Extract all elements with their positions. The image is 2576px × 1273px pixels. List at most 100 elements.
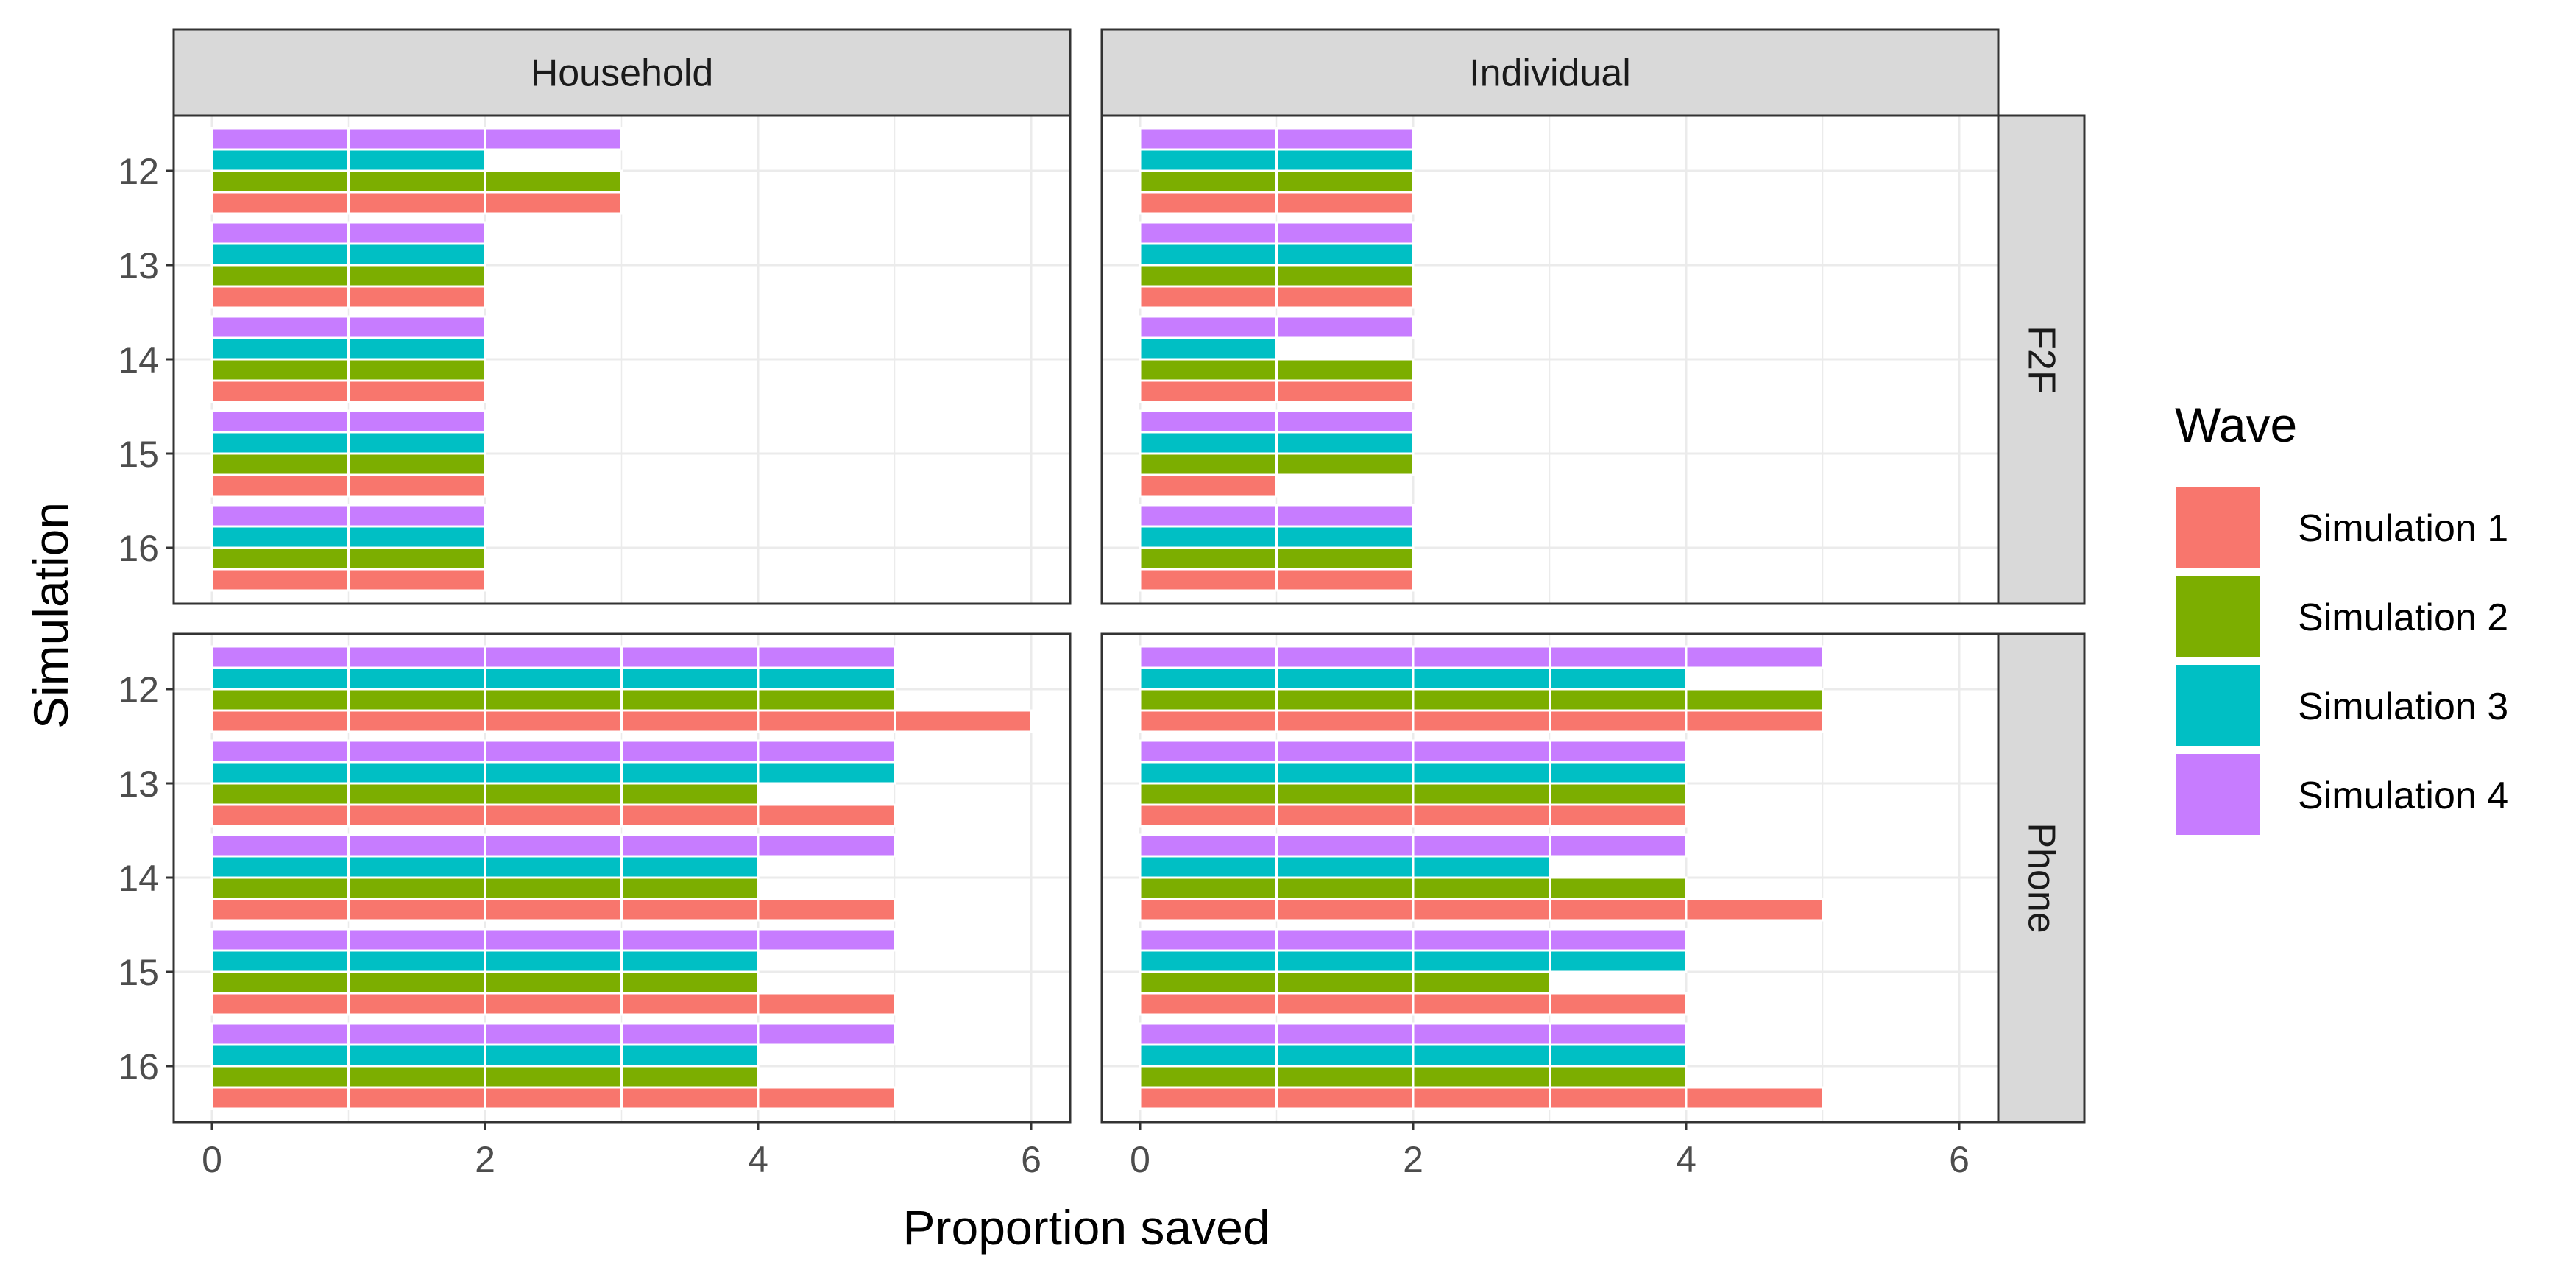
bar-simulation-2-16 xyxy=(1139,1065,1278,1089)
bar-simulation-4-12 xyxy=(210,127,350,151)
x-tick-label: 0 xyxy=(202,1139,222,1180)
bar-simulation-4-13 xyxy=(1139,221,1278,245)
bar-simulation-1-13 xyxy=(620,803,760,828)
bar-simulation-1-13 xyxy=(210,285,350,309)
bar-simulation-1-14 xyxy=(484,898,623,922)
bar-simulation-3-13 xyxy=(1275,761,1415,785)
bar-simulation-3-13 xyxy=(1275,242,1415,267)
bar-simulation-3-16 xyxy=(1139,525,1278,549)
bar-simulation-2-14 xyxy=(1549,876,1688,900)
bar-simulation-4-12 xyxy=(757,645,896,669)
bar-simulation-2-13 xyxy=(210,782,350,806)
bar-simulation-4-13 xyxy=(210,221,350,245)
bar-simulation-3-12 xyxy=(1275,666,1415,691)
bar-simulation-3-12 xyxy=(1412,666,1551,691)
bar-simulation-3-13 xyxy=(1412,761,1551,785)
bar-simulation-4-12 xyxy=(620,645,760,669)
bar-simulation-2-14 xyxy=(347,876,486,900)
bar-simulation-2-13 xyxy=(210,264,350,288)
bar-simulation-4-14 xyxy=(347,315,486,339)
bar-simulation-4-12 xyxy=(1549,645,1688,669)
bar-simulation-2-15 xyxy=(347,970,486,995)
legend-title: Wave xyxy=(2175,398,2297,452)
bar-simulation-3-14 xyxy=(347,855,486,879)
bar-simulation-3-15 xyxy=(620,949,760,973)
bar-simulation-2-15 xyxy=(484,970,623,995)
bar-simulation-4-15 xyxy=(210,409,350,434)
bar-simulation-4-15 xyxy=(347,409,486,434)
bar-simulation-2-16 xyxy=(620,1065,760,1089)
bar-simulation-1-16 xyxy=(484,1086,623,1110)
bar-simulation-1-14 xyxy=(1139,379,1278,403)
bar-simulation-1-12 xyxy=(1685,709,1824,733)
bar-simulation-1-12 xyxy=(484,191,623,215)
row-strip-label: F2F xyxy=(2020,325,2063,393)
bar-simulation-4-12 xyxy=(484,645,623,669)
bar-simulation-4-12 xyxy=(1275,645,1415,669)
bar-simulation-2-16 xyxy=(347,546,486,571)
bar-simulation-2-12 xyxy=(1549,688,1688,712)
bar-simulation-2-15 xyxy=(620,970,760,995)
bar-simulation-4-15 xyxy=(757,928,896,952)
legend-label: Simulation 4 xyxy=(2298,775,2508,817)
bar-simulation-4-13 xyxy=(210,739,350,764)
bar-simulation-4-13 xyxy=(620,739,760,764)
bar-simulation-1-15 xyxy=(757,992,896,1016)
bar-simulation-1-14 xyxy=(1549,898,1688,922)
bar-simulation-2-16 xyxy=(484,1065,623,1089)
bar-simulation-2-16 xyxy=(1139,546,1278,571)
bar-simulation-1-15 xyxy=(484,992,623,1016)
bar-simulation-4-13 xyxy=(1275,221,1415,245)
legend-label: Simulation 3 xyxy=(2298,685,2508,728)
bar-simulation-3-15 xyxy=(1139,431,1278,455)
bar-simulation-2-14 xyxy=(210,876,350,900)
bar-simulation-2-15 xyxy=(1139,452,1278,476)
bar-simulation-1-14 xyxy=(210,898,350,922)
bar-simulation-1-13 xyxy=(1275,285,1415,309)
bar-simulation-2-14 xyxy=(347,358,486,382)
bar-simulation-2-12 xyxy=(484,688,623,712)
bar-simulation-1-14 xyxy=(1275,898,1415,922)
bar-simulation-4-14 xyxy=(484,833,623,858)
bar-simulation-3-12 xyxy=(347,148,486,172)
bar-simulation-1-15 xyxy=(347,473,486,498)
legend: Wave Simulation 1 Simulation 2 Simulation … xyxy=(2173,398,2508,838)
x-tick-label: 6 xyxy=(1021,1139,1041,1180)
bar-simulation-4-12 xyxy=(347,127,486,151)
row-strip-phone xyxy=(1997,632,2086,1124)
bar-simulation-4-13 xyxy=(1139,739,1278,764)
bar-simulation-1-15 xyxy=(1412,992,1551,1016)
panel-individual-phone xyxy=(1100,632,2000,1124)
bar-simulation-1-16 xyxy=(620,1086,760,1110)
bar-simulation-4-14 xyxy=(1275,833,1415,858)
bar-simulation-4-15 xyxy=(1275,928,1415,952)
bar-simulation-1-16 xyxy=(1139,1086,1278,1110)
bar-simulation-1-15 xyxy=(210,473,350,498)
bar-simulation-2-14 xyxy=(210,358,350,382)
bar-simulation-1-12 xyxy=(347,191,486,215)
bar-simulation-2-14 xyxy=(1275,358,1415,382)
bar-simulation-3-15 xyxy=(1139,949,1278,973)
bar-simulation-4-16 xyxy=(1275,504,1415,528)
bar-simulation-2-16 xyxy=(1412,1065,1551,1089)
bar-simulation-2-12 xyxy=(757,688,896,712)
bar-simulation-4-13 xyxy=(1275,739,1415,764)
column-strip-household xyxy=(172,28,1072,117)
bar-simulation-4-16 xyxy=(347,1022,486,1046)
bar-simulation-1-16 xyxy=(1139,568,1278,592)
bar-simulation-4-12 xyxy=(1275,127,1415,151)
bar-simulation-4-16 xyxy=(210,504,350,528)
bar-simulation-3-15 xyxy=(347,949,486,973)
axes-layer: 12 13 14 15 16 12 13 14 15 16 0 2 4 6 0 2 4 6 xyxy=(118,151,1970,1180)
bar-simulation-4-16 xyxy=(1549,1022,1688,1046)
bar-simulation-2-16 xyxy=(1275,1065,1415,1089)
bar-simulation-4-12 xyxy=(1685,645,1824,669)
bar-simulation-3-15 xyxy=(1549,949,1688,973)
legend-swatch xyxy=(2173,573,2262,660)
bar-simulation-2-13 xyxy=(1139,782,1278,806)
bar-simulation-3-16 xyxy=(210,525,350,549)
y-tick-label: 16 xyxy=(118,1046,159,1087)
bar-simulation-1-14 xyxy=(347,379,486,403)
bar-simulation-1-16 xyxy=(1275,568,1415,592)
